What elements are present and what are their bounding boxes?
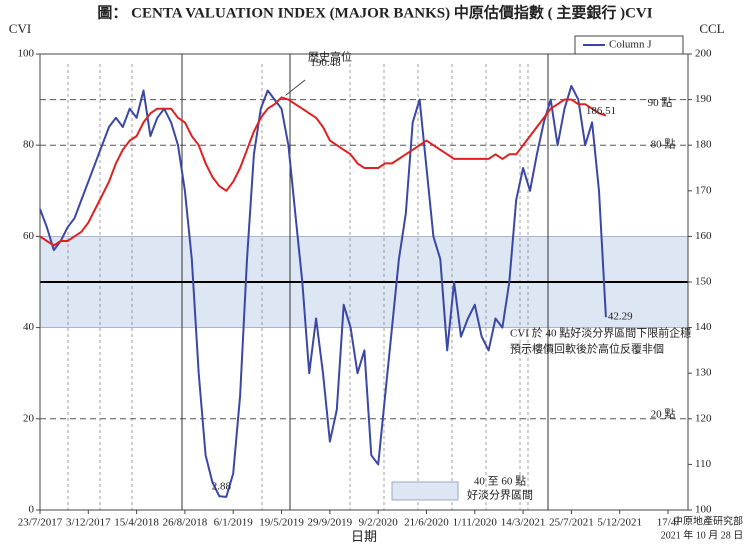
y2-tick-label: 180: [695, 139, 712, 151]
data-label: 42.29: [608, 311, 633, 323]
annotation: 中原地產研究部: [673, 514, 743, 527]
y-tick-label: 20: [23, 412, 35, 424]
annotation-box: [391, 481, 459, 501]
x-tick-label: 15/4/2018: [114, 517, 159, 529]
annotation: 90 點: [648, 96, 673, 109]
chart-title: 圖： CENTA VALUATION INDEX (MAJOR BANKS) 中…: [97, 3, 652, 21]
legend-box: [574, 35, 684, 55]
x-tick-label: 17/4/: [657, 517, 681, 529]
x-axis-label: 日期: [351, 529, 377, 544]
annotation: CVI 於 40 點好淡分界區間下限前企穩: [510, 326, 691, 340]
y2-tick-label: 160: [695, 230, 712, 242]
annotation: 40 至 60 點: [474, 475, 526, 488]
y-tick-label: 40: [23, 321, 35, 333]
y-axis-label: CVI: [9, 21, 31, 36]
x-tick-label: 23/7/2017: [18, 517, 63, 529]
x-tick-label: 1/11/2020: [453, 517, 498, 529]
x-tick-label: 26/8/2018: [163, 517, 208, 529]
y2-tick-label: 200: [695, 48, 712, 60]
y2-tick-label: 140: [695, 321, 712, 333]
y2-tick-label: 190: [695, 93, 712, 105]
x-tick-label: 9/2/2020: [359, 517, 399, 529]
data-label: 190.48: [310, 57, 341, 69]
annotation: 預示樓價回軟後於高位反覆非個: [510, 342, 664, 356]
x-tick-label: 19/5/2019: [259, 517, 304, 529]
annotation: 好淡分界區間: [467, 488, 533, 502]
x-tick-label: 14/3/2021: [501, 517, 546, 529]
x-tick-label: 25/7/2021: [549, 517, 594, 529]
data-label: 2.88: [212, 480, 232, 492]
data-label: 186.51: [586, 105, 616, 117]
x-tick-label: 5/12/2021: [597, 517, 642, 529]
y2-tick-label: 130: [695, 367, 712, 379]
annotation: 2021 年 10 月 28 日: [661, 528, 744, 541]
y2-axis-label: CCL: [699, 21, 724, 36]
y-tick-label: 100: [18, 48, 35, 60]
y-tick-label: 60: [23, 230, 35, 242]
callout-arrow: [285, 79, 306, 96]
y-tick-label: 0: [29, 504, 35, 516]
x-tick-label: 29/9/2019: [308, 517, 353, 529]
x-tick-label: 21/6/2020: [404, 517, 449, 529]
y-tick-label: 80: [23, 139, 35, 151]
y2-tick-label: 100: [695, 504, 712, 516]
annotation: 80 點: [651, 138, 676, 151]
annotation: 歷史高位: [308, 50, 352, 64]
series-line: [39, 96, 607, 247]
annotation: 20 點: [651, 407, 676, 420]
series-line: [39, 84, 607, 498]
x-tick-label: 3/12/2017: [66, 517, 111, 529]
y2-tick-label: 170: [695, 184, 712, 196]
y2-tick-label: 120: [695, 412, 712, 424]
y2-tick-label: 110: [695, 458, 712, 470]
legend-label: Column J: [609, 39, 652, 51]
y2-tick-label: 150: [695, 276, 712, 288]
x-tick-label: 6/1/2019: [214, 517, 254, 529]
